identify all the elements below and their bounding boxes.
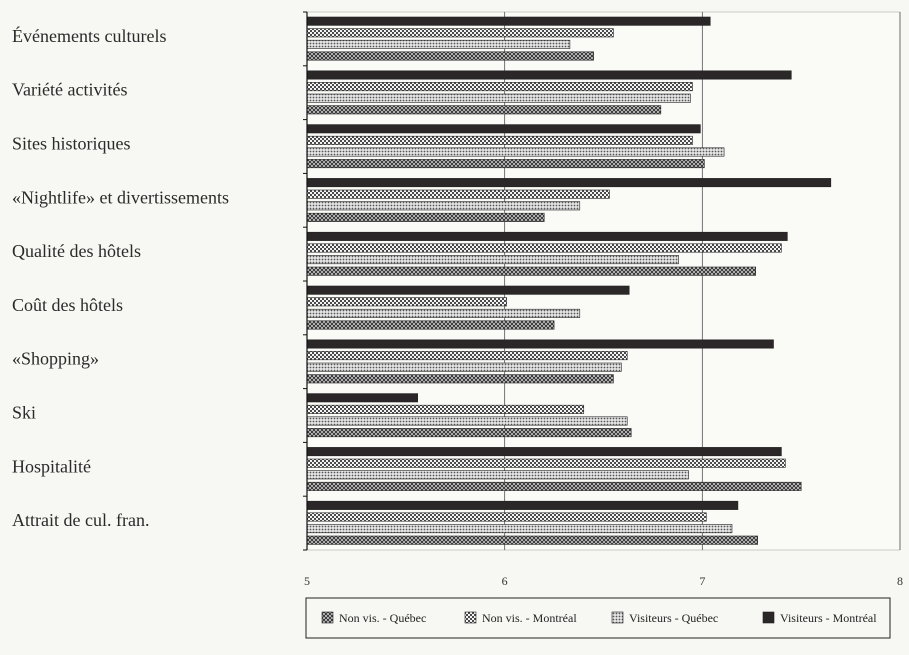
bar-visiteurs-montreal-sites-historiques xyxy=(306,124,701,134)
legend-swatch-non-vis-quebec xyxy=(321,611,334,624)
bar-non-vis-quebec-sites-historiques xyxy=(306,159,705,169)
category-label: Sites historiques xyxy=(12,134,131,154)
bar-visiteurs-montreal-attrait-de-cul-fran xyxy=(306,500,739,510)
bar-non-vis-montreal-ski xyxy=(306,404,585,414)
legend-label-non-vis-quebec: Non vis. - Québec xyxy=(339,611,426,625)
bar-visiteurs-quebec-qualite-des-hotels xyxy=(306,255,679,265)
bar-visiteurs-quebec-attrait-de-cul-fran xyxy=(306,524,733,534)
legend-label-visiteurs-quebec: Visiteurs - Québec xyxy=(629,611,718,625)
bar-non-vis-montreal-nightlife-et-divertissements xyxy=(306,189,610,199)
bar-non-vis-montreal-sites-historiques xyxy=(306,135,693,145)
bar-non-vis-montreal-hospitalite xyxy=(306,458,786,468)
bar-non-vis-quebec-shopping xyxy=(306,374,614,384)
legend-swatch-visiteurs-quebec xyxy=(611,611,624,624)
bar-non-vis-quebec-ski xyxy=(306,428,632,438)
category-label: Ski xyxy=(12,403,36,423)
plot-area xyxy=(306,11,901,551)
category-label: Qualité des hôtels xyxy=(12,241,141,261)
bar-visiteurs-quebec-nightlife-et-divertissements xyxy=(306,201,581,211)
x-tick-label: 8 xyxy=(897,574,903,588)
bar-visiteurs-quebec-variete-activites xyxy=(306,93,691,103)
category-label: Variété activités xyxy=(12,80,127,100)
x-tick-label: 6 xyxy=(502,574,508,588)
legend-box xyxy=(305,597,891,639)
bar-visiteurs-montreal-nightlife-et-divertissements xyxy=(306,178,832,188)
category-label: «Shopping» xyxy=(12,349,99,369)
bar-visiteurs-montreal-cout-des-hotels xyxy=(306,285,630,295)
bar-non-vis-montreal-cout-des-hotels xyxy=(306,297,507,307)
bar-non-vis-quebec-evenements-culturels xyxy=(306,51,594,61)
legend: Non vis. - Québec Non vis. - Montréal Visi… xyxy=(305,597,891,639)
x-tick-label: 7 xyxy=(699,574,705,588)
bar-non-vis-montreal-variete-activites xyxy=(306,82,693,92)
bar-non-vis-quebec-variete-activites xyxy=(306,105,662,115)
legend-label-non-vis-montreal: Non vis. - Montréal xyxy=(482,611,577,625)
bar-visiteurs-quebec-ski xyxy=(306,416,628,426)
bar-non-vis-quebec-hospitalite xyxy=(306,481,802,491)
bar-visiteurs-quebec-evenements-culturels xyxy=(306,39,571,49)
category-label: Hospitalité xyxy=(12,456,91,476)
legend-label-visiteurs-montreal: Visiteurs - Montréal xyxy=(780,611,877,625)
bar-visiteurs-montreal-ski xyxy=(306,393,418,403)
category-label: Attrait de cul. fran. xyxy=(12,510,149,530)
bar-visiteurs-montreal-evenements-culturels xyxy=(306,16,711,26)
bar-visiteurs-quebec-shopping xyxy=(306,362,622,372)
bar-visiteurs-montreal-variete-activites xyxy=(306,70,792,80)
bar-visiteurs-quebec-cout-des-hotels xyxy=(306,308,581,318)
bar-non-vis-quebec-attrait-de-cul-fran xyxy=(306,535,758,545)
bar-non-vis-montreal-attrait-de-cul-fran xyxy=(306,512,707,522)
bar-visiteurs-montreal-qualite-des-hotels xyxy=(306,231,788,241)
bar-non-vis-quebec-cout-des-hotels xyxy=(306,320,555,330)
bar-non-vis-quebec-nightlife-et-divertissements xyxy=(306,212,545,222)
category-label: Événements culturels xyxy=(12,25,166,46)
x-axis-ticks: 5 6 7 8 xyxy=(304,574,903,588)
bar-non-vis-quebec-qualite-des-hotels xyxy=(306,266,757,276)
bar-non-vis-montreal-shopping xyxy=(306,351,628,361)
bar-non-vis-montreal-evenements-culturels xyxy=(306,28,614,38)
x-tick-label: 5 xyxy=(304,574,310,588)
bar-visiteurs-quebec-hospitalite xyxy=(306,470,689,480)
bar-visiteurs-montreal-shopping xyxy=(306,339,774,349)
bar-visiteurs-quebec-sites-historiques xyxy=(306,147,725,157)
bar-visiteurs-montreal-hospitalite xyxy=(306,447,782,457)
bar-non-vis-montreal-qualite-des-hotels xyxy=(306,243,782,253)
category-label: «Nightlife» et divertissements xyxy=(12,187,229,207)
category-label: Coût des hôtels xyxy=(12,295,123,315)
legend-swatch-visiteurs-montreal xyxy=(762,611,775,624)
legend-swatch-non-vis-montreal xyxy=(464,611,477,624)
category-labels: Événements culturels Variété activités Sit… xyxy=(12,25,229,530)
